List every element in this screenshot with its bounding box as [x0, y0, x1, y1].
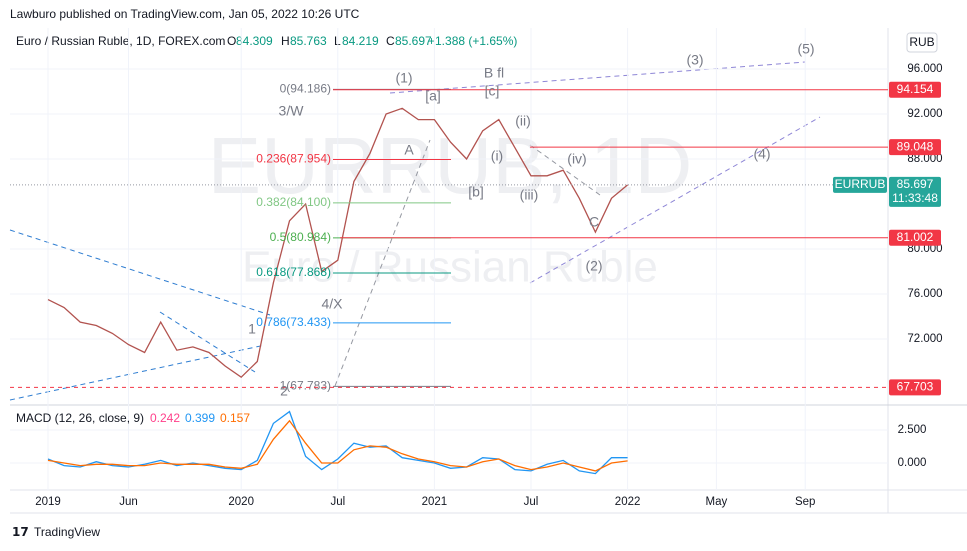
trendline — [389, 61, 806, 94]
wave-label: 1 — [248, 321, 256, 337]
wave-label: (ii) — [515, 113, 531, 129]
y-tick-label: 76.000 — [907, 288, 942, 300]
y-tick-label: 0.000 — [898, 457, 927, 469]
last-price-tag — [889, 176, 941, 207]
close: 85.697 — [395, 34, 432, 48]
wave-label: B fl — [484, 65, 504, 81]
low: 84.219 — [342, 34, 379, 48]
wave-label: (2) — [585, 258, 602, 274]
logo-mark: 𝟭𝟳 — [12, 525, 29, 539]
fib-label: 0.382(84.100) — [256, 195, 331, 209]
trendline — [159, 311, 256, 373]
y-tick-label: 80.000 — [907, 243, 942, 255]
y-tick-label: 88.000 — [907, 153, 942, 165]
trendline — [334, 139, 431, 387]
close-label: C — [386, 34, 395, 48]
macd-value: 0.242 — [150, 411, 180, 425]
wave-label: (iv) — [567, 151, 586, 167]
last-price-label: 85.697 — [897, 177, 934, 191]
fib-label: 0(94.186) — [280, 82, 331, 96]
wave-label: [c] — [485, 83, 500, 99]
wave-label: (5) — [797, 41, 814, 57]
fib-label: 0.618(77.868) — [256, 265, 331, 279]
x-tick-label: Jul — [330, 496, 345, 508]
fib-label: 0.5(80.984) — [270, 230, 331, 244]
macd-value: 0.399 — [185, 411, 215, 425]
symbol-tag-label: EURRUB — [835, 177, 886, 191]
level-tag — [889, 81, 941, 98]
level-tag — [889, 229, 941, 246]
fib-label: 1(67.783) — [280, 379, 331, 393]
wave-label: [a] — [425, 88, 441, 104]
level-tag-label: 94.154 — [897, 82, 934, 96]
countdown-label: 11:33:48 — [892, 191, 938, 205]
open: 84.309 — [236, 34, 273, 48]
wave-label: (iii) — [520, 187, 539, 203]
currency-button[interactable] — [906, 32, 938, 53]
x-tick-label: 2020 — [228, 496, 254, 508]
level-tag-label: 89.048 — [897, 139, 934, 153]
wave-label: (1) — [395, 70, 412, 86]
wave-label: 2 — [280, 383, 288, 399]
macd-line — [47, 419, 628, 472]
wave-label: (3) — [686, 52, 703, 68]
wave-label: C — [589, 214, 599, 230]
symbol: Euro / Russian Ruble, 1D, FOREX.com — [16, 34, 225, 48]
publisher: Lawburo published on TradingView.com, Ja… — [10, 7, 360, 21]
watermark-symbol: EURRUB, 1D — [208, 121, 693, 210]
wave-label: (i) — [491, 148, 503, 164]
trendlines — [9, 61, 821, 401]
x-tick-label: Jul — [524, 496, 539, 508]
y-tick-label: 2.500 — [898, 424, 927, 436]
plot: 2019 Jun 2020 Jul 2021 Jul 2022 May Sep 96.000 92.… — [10, 28, 943, 508]
macd-value: 0.157 — [220, 411, 250, 425]
wave-label: 4/X — [321, 296, 343, 312]
level-tag-label: 67.703 — [897, 379, 934, 393]
macd-title: MACD (12, 26, close, 9) — [16, 411, 144, 425]
wave-label: [b] — [468, 184, 484, 200]
fib-label: 0.236(87.954) — [256, 152, 331, 166]
macd-line — [47, 410, 628, 475]
x-tick-label: 2022 — [615, 496, 641, 508]
change: +1.388 (+1.65%) — [428, 34, 517, 48]
wave-label: A — [404, 142, 414, 158]
open-label: O — [227, 34, 236, 48]
wave-label: (4) — [753, 146, 770, 162]
x-tick-label: May — [706, 496, 728, 508]
trendline — [9, 229, 271, 316]
high-label: H — [281, 34, 290, 48]
fib-label: 0.786(73.433) — [256, 315, 331, 329]
level-tag-label: 81.002 — [897, 230, 934, 244]
high: 85.763 — [290, 34, 327, 48]
y-tick-label: 72.000 — [907, 333, 942, 345]
level-tag — [889, 379, 941, 396]
price-line — [47, 107, 629, 379]
trendline — [9, 344, 266, 401]
y-tick-label: 92.000 — [907, 108, 942, 120]
wave-label: 3/W — [279, 103, 305, 119]
x-tick-label: 2019 — [35, 496, 61, 508]
x-tick-label: Sep — [795, 496, 815, 508]
level-tag — [889, 139, 941, 156]
x-tick-label: 2021 — [422, 496, 448, 508]
y-tick-label: 96.000 — [907, 63, 942, 75]
currency-label[interactable]: RUB — [909, 35, 934, 49]
watermark-name: Euro / Russian Ruble — [242, 243, 658, 292]
trendline — [529, 116, 821, 284]
symbol-tag — [833, 176, 887, 193]
footer-brand: TradingView — [34, 525, 100, 539]
x-tick-label: Jun — [119, 496, 138, 508]
